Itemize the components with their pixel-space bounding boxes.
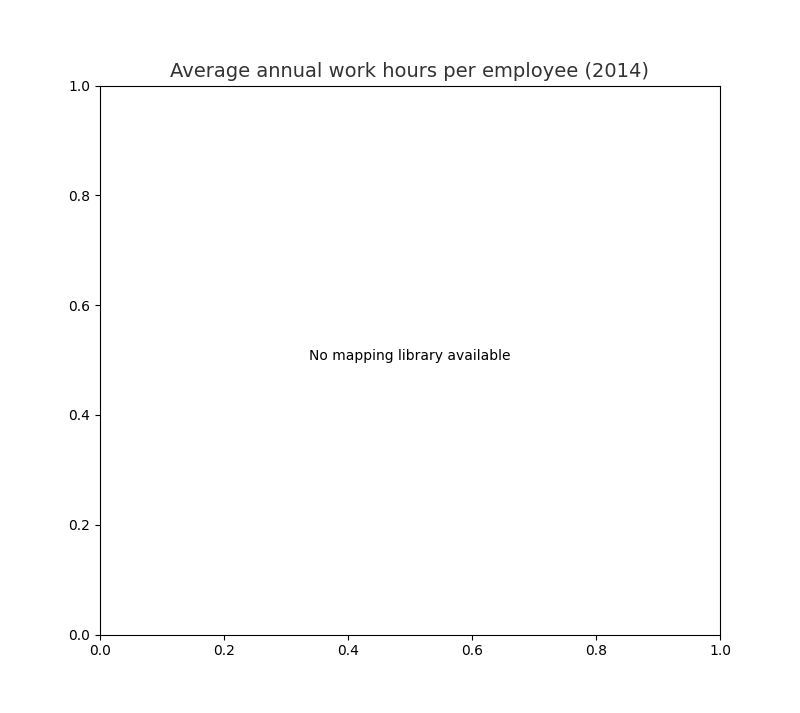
Text: No mapping library available: No mapping library available [310,349,510,363]
Title: Average annual work hours per employee (2014): Average annual work hours per employee (… [170,62,650,81]
